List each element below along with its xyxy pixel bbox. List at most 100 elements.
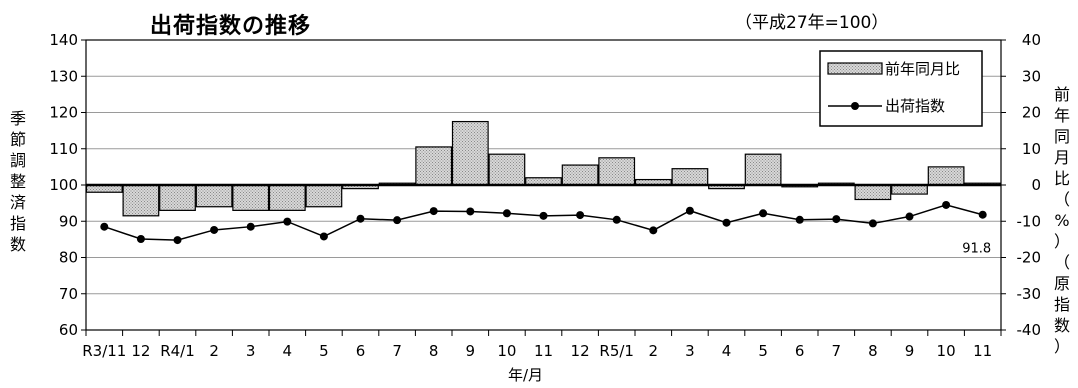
bar-R5/1 — [598, 157, 636, 186]
x-tick-label: 9 — [466, 342, 476, 360]
bar-10 — [488, 153, 526, 186]
point-4 — [722, 218, 731, 227]
bar-R4/1 — [159, 184, 196, 211]
y-tick-label-left: 70 — [59, 285, 78, 303]
legend-bar-swatch — [827, 62, 883, 75]
bar-12 — [122, 184, 160, 217]
bar-5 — [744, 153, 782, 186]
point-11 — [539, 211, 548, 220]
x-tick-label: 4 — [283, 342, 293, 360]
point-5 — [319, 232, 328, 241]
x-tick-label: 8 — [868, 342, 878, 360]
point-12 — [136, 235, 145, 244]
y-tick-label-left: 60 — [59, 321, 78, 339]
x-tick-label: 9 — [905, 342, 915, 360]
x-tick-label: 11 — [534, 342, 553, 360]
line-series — [100, 200, 987, 245]
bar-2 — [195, 184, 233, 208]
annotations: 91.8 — [962, 242, 991, 257]
x-tick-label: 6 — [356, 342, 366, 360]
x-tick-label: 8 — [429, 342, 439, 360]
point-R3/11 — [100, 222, 109, 231]
y-tick-label-left: 100 — [49, 176, 78, 194]
x-tick-label: 12 — [571, 342, 590, 360]
y-tick-label-right: 40 — [1022, 31, 1041, 49]
x-tick-label: R3/11 — [82, 342, 126, 360]
legend-line-label: 出荷指数 — [885, 97, 945, 115]
y-tick-label-right: -20 — [1017, 249, 1042, 267]
legend-line-marker — [851, 102, 859, 110]
y-tick-label-left: 80 — [59, 249, 78, 267]
last-value-label: 91.8 — [962, 242, 991, 257]
bar-8 — [854, 184, 892, 201]
right-axis-title-text: 前年同月比（%）（原指数） — [1053, 85, 1070, 356]
bar-12 — [561, 164, 599, 186]
point-3 — [685, 206, 694, 215]
x-tick-label: 2 — [209, 342, 219, 360]
point-7 — [393, 216, 402, 225]
y-tick-label-right: -10 — [1017, 212, 1042, 230]
x-axis-title: 年/月 — [508, 366, 544, 384]
chart-title: 出荷指数の推移 — [150, 14, 312, 39]
x-tick-label: 5 — [758, 342, 768, 360]
left-axis-title-text: 季節調整済指数 — [9, 109, 26, 254]
point-2 — [649, 226, 658, 235]
y-tick-label-left: 130 — [49, 67, 78, 85]
x-tick-label: 10 — [497, 342, 516, 360]
point-6 — [356, 214, 365, 223]
x-tick-label: R4/1 — [160, 342, 195, 360]
y-tick-label-right: 30 — [1022, 67, 1041, 85]
point-R4/1 — [173, 236, 182, 245]
x-tick-label: 5 — [319, 342, 329, 360]
x-tick-label: 2 — [649, 342, 659, 360]
point-11 — [978, 210, 987, 219]
y-tick-label-left: 110 — [49, 140, 78, 158]
bar-9 — [891, 184, 928, 195]
point-9 — [905, 212, 914, 221]
point-2 — [210, 225, 219, 234]
bar-3 — [671, 168, 709, 186]
y-tick-label-left: 90 — [59, 212, 78, 230]
base-year-note: （平成27年=100） — [735, 13, 889, 33]
tick-labels: 60 70 80 90 100 110 120 130 140 -40 -30 -20 -10 0 10 20… — [49, 31, 1041, 360]
y-tick-label-right: -30 — [1017, 285, 1042, 303]
left-axis-title: 季節調整済指数 — [8, 108, 28, 255]
bar-10 — [927, 166, 965, 186]
y-tick-label-left: 140 — [49, 31, 78, 49]
y-tick-label-left: 120 — [49, 104, 78, 122]
point-8 — [868, 219, 877, 228]
y-tick-label-right: -40 — [1017, 321, 1042, 339]
bar-series — [85, 120, 1002, 217]
y-tick-label-right: 0 — [1031, 176, 1041, 194]
bar-3 — [232, 184, 270, 211]
x-tick-label: R5/1 — [599, 342, 634, 360]
x-tick-label: 12 — [131, 342, 150, 360]
x-tick-label: 11 — [973, 342, 992, 360]
y-tick-label-right: 20 — [1022, 104, 1041, 122]
bar-4 — [268, 184, 306, 211]
x-tick-label: 10 — [937, 342, 956, 360]
legend-bar-label: 前年同月比 — [885, 60, 960, 78]
right-axis-title: 前年同月比（%）（原指数） — [1052, 84, 1072, 357]
x-tick-label: 4 — [722, 342, 732, 360]
point-9 — [466, 207, 475, 216]
x-tick-label: 3 — [685, 342, 695, 360]
y-tick-label-right: 10 — [1022, 140, 1041, 158]
x-tick-label: 7 — [832, 342, 842, 360]
x-tick-label: 6 — [795, 342, 805, 360]
point-7 — [832, 215, 841, 224]
point-3 — [246, 222, 255, 231]
point-12 — [576, 211, 585, 220]
point-4 — [283, 217, 292, 226]
point-10 — [942, 200, 951, 209]
bar-8 — [415, 146, 453, 186]
point-10 — [502, 209, 511, 218]
bar-9 — [451, 120, 489, 186]
point-6 — [795, 215, 804, 224]
x-tick-label: 7 — [392, 342, 402, 360]
point-R5/1 — [612, 215, 621, 224]
point-8 — [429, 207, 438, 216]
point-5 — [759, 209, 768, 218]
